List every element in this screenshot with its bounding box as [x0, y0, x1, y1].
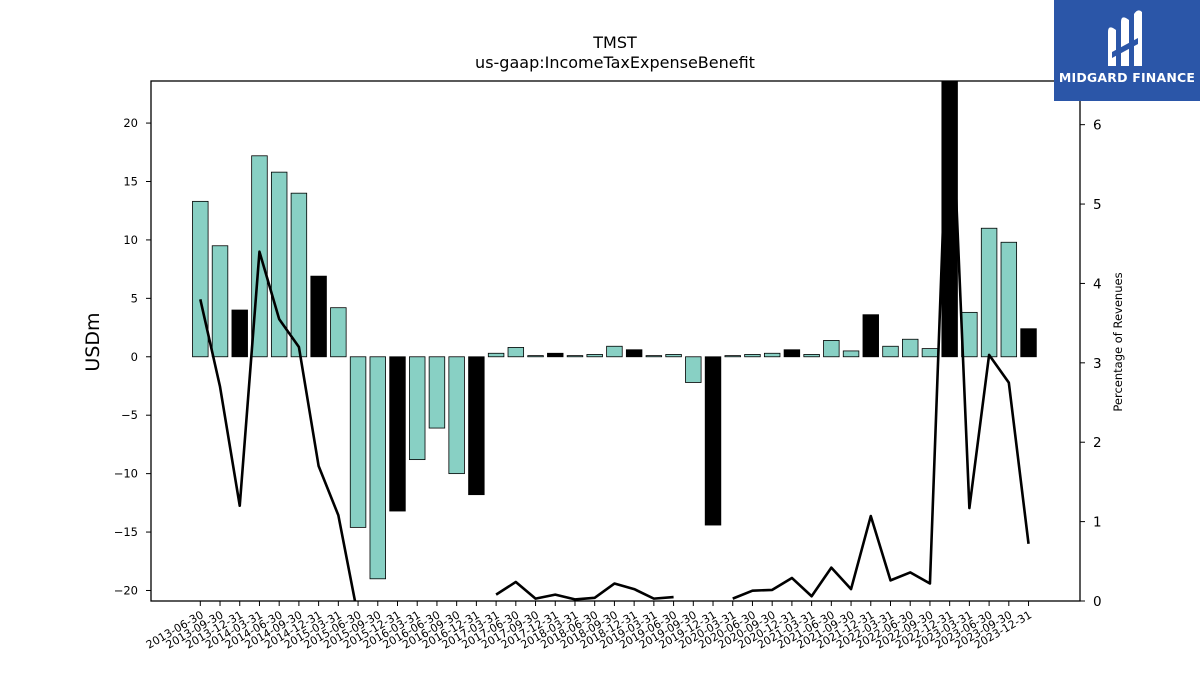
y-tick-label: −5	[121, 408, 138, 422]
y-axis-label: USDm	[82, 312, 104, 371]
bar	[211, 245, 229, 358]
y-tick-label: 20	[123, 116, 138, 130]
plot-frame	[150, 80, 1081, 602]
bar	[882, 345, 899, 358]
y2-tick-label: 1	[1093, 515, 1102, 531]
bar	[389, 356, 406, 512]
bar	[428, 356, 446, 429]
y2-tick-label: 3	[1093, 356, 1102, 372]
bar	[921, 348, 939, 358]
bar	[606, 345, 623, 358]
bar	[349, 356, 367, 528]
y2-tick-label: 6	[1093, 118, 1102, 134]
bar	[192, 200, 209, 358]
bar	[566, 355, 584, 358]
bar	[290, 192, 308, 358]
bar	[586, 354, 603, 358]
bar	[665, 354, 682, 358]
y-tick-label: 5	[131, 291, 138, 305]
bar	[783, 349, 801, 358]
bar	[1000, 241, 1018, 358]
bar	[685, 356, 702, 383]
bars-group	[192, 81, 1037, 580]
y2-tick-label: 5	[1093, 197, 1102, 213]
y-tick-label: −10	[114, 467, 138, 481]
chart-subtitle: us-gaap:IncomeTaxExpenseBenefit	[475, 53, 755, 72]
bar	[902, 338, 919, 358]
y-tick-label: 0	[131, 350, 138, 364]
y2-tick-label: 2	[1093, 435, 1102, 451]
bar	[507, 347, 525, 358]
y-tick-label: 15	[123, 174, 138, 188]
bar	[744, 354, 761, 358]
bar	[310, 275, 327, 358]
bar	[487, 352, 505, 358]
brand-name: MIDGARD FINANCE	[1058, 70, 1196, 85]
bar	[547, 352, 564, 358]
y2-tick-label: 4	[1093, 276, 1102, 292]
bar	[231, 309, 248, 358]
bar	[409, 356, 426, 461]
bar	[625, 349, 643, 358]
bar	[862, 314, 879, 358]
bar	[803, 354, 820, 358]
bar	[980, 227, 998, 358]
bar	[704, 356, 722, 526]
revenue-percentage-line	[199, 81, 1030, 601]
bar	[330, 307, 347, 358]
bar	[842, 350, 860, 358]
bar	[724, 355, 741, 358]
bar	[527, 355, 544, 358]
y2-tick-label: 0	[1093, 594, 1102, 610]
y-tick-label: −20	[114, 583, 138, 597]
y-tick-label: −15	[114, 525, 138, 539]
bar	[823, 340, 840, 358]
bar	[645, 355, 663, 358]
y2-axis-label: Percentage of Revenues	[1111, 272, 1125, 411]
bar	[1020, 328, 1037, 358]
brand-logo: MIDGARD FINANCE	[1054, 0, 1200, 101]
bar	[369, 356, 386, 580]
chart-title: TMST	[592, 33, 637, 52]
bar	[270, 171, 288, 358]
bar	[448, 356, 465, 475]
bar	[468, 356, 485, 496]
bar	[763, 352, 781, 358]
y-tick-label: 10	[123, 233, 138, 247]
midgard-logo-icon	[1108, 10, 1142, 66]
plot-area: −20−15−10−50510152001234562013-06-302013…	[114, 80, 1102, 652]
